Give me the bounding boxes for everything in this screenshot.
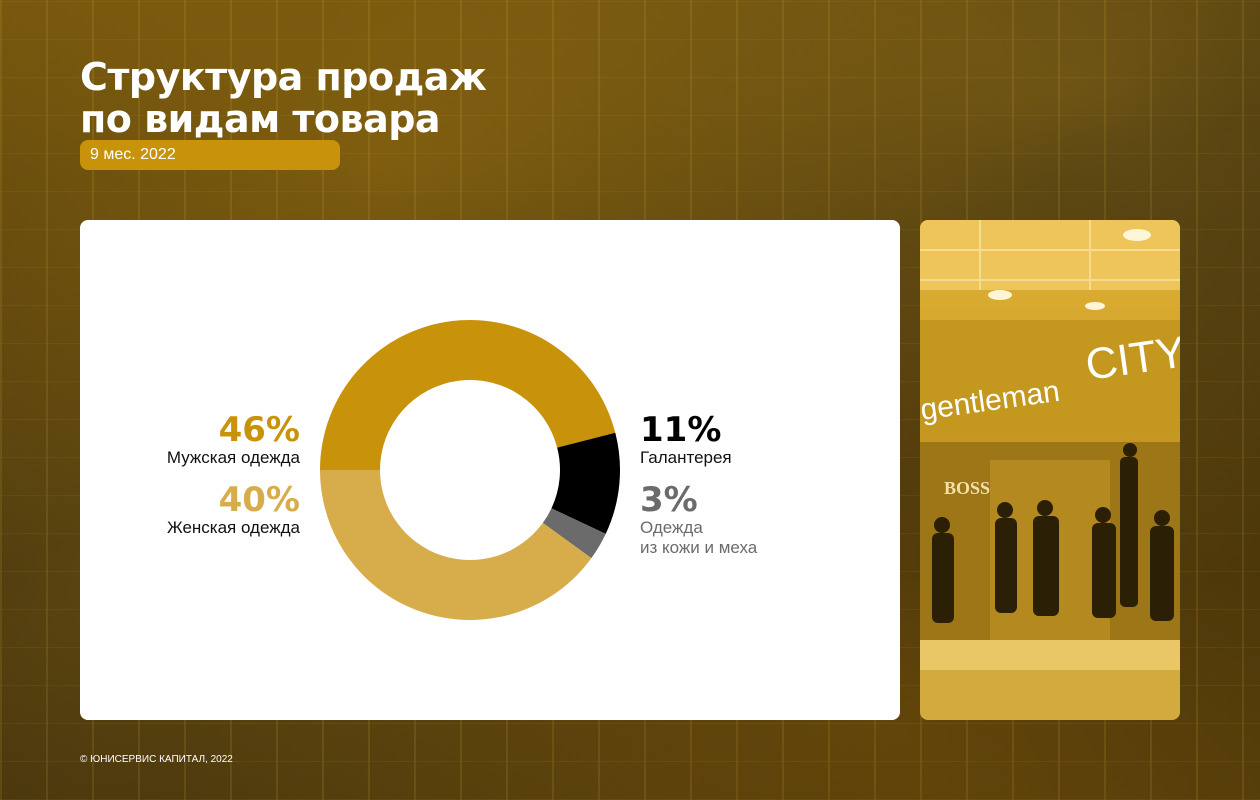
label-mens: 46% Мужская одежда bbox=[70, 412, 300, 468]
chart-card: 46% Мужская одежда 40% Женская одежда 11… bbox=[80, 220, 900, 720]
leather-name-line1: Одежда bbox=[640, 518, 703, 537]
store-illustration: gentleman CITY BOSS bbox=[920, 220, 1180, 720]
womens-name: Женская одежда bbox=[166, 518, 300, 537]
donut-chart bbox=[320, 319, 620, 620]
donut-slice-2 bbox=[542, 508, 606, 559]
sign-boss: BOSS bbox=[944, 478, 990, 498]
accessories-pct: 11% bbox=[640, 410, 722, 450]
copyright: © ЮНИСЕРВИС КАПИТАЛ, 2022 bbox=[80, 754, 233, 765]
accessories-name: Галантерея bbox=[640, 448, 732, 467]
period-badge: 9 мес. 2022 bbox=[80, 140, 340, 170]
leather-pct: 3% bbox=[640, 480, 698, 520]
leather-name-line2: из кожи и меха bbox=[640, 538, 758, 557]
label-womens: 40% Женская одежда bbox=[70, 482, 300, 538]
mens-pct: 46% bbox=[218, 410, 300, 450]
store-photo: gentleman CITY BOSS bbox=[920, 220, 1180, 720]
donut-slice-3 bbox=[320, 470, 592, 620]
title-line-1: Структура продаж bbox=[80, 55, 487, 99]
womens-pct: 40% bbox=[218, 480, 300, 520]
donut-slice-1 bbox=[551, 432, 620, 534]
mens-name: Мужская одежда bbox=[166, 448, 300, 467]
title-line-2: по видам товара bbox=[80, 97, 441, 141]
label-accessories: 11% Галантерея bbox=[640, 412, 732, 468]
page-title: Структура продаж по видам товара bbox=[80, 55, 487, 141]
label-leather: 3% Одежда из кожи и меха bbox=[640, 482, 757, 558]
donut-slice-0 bbox=[320, 319, 616, 470]
